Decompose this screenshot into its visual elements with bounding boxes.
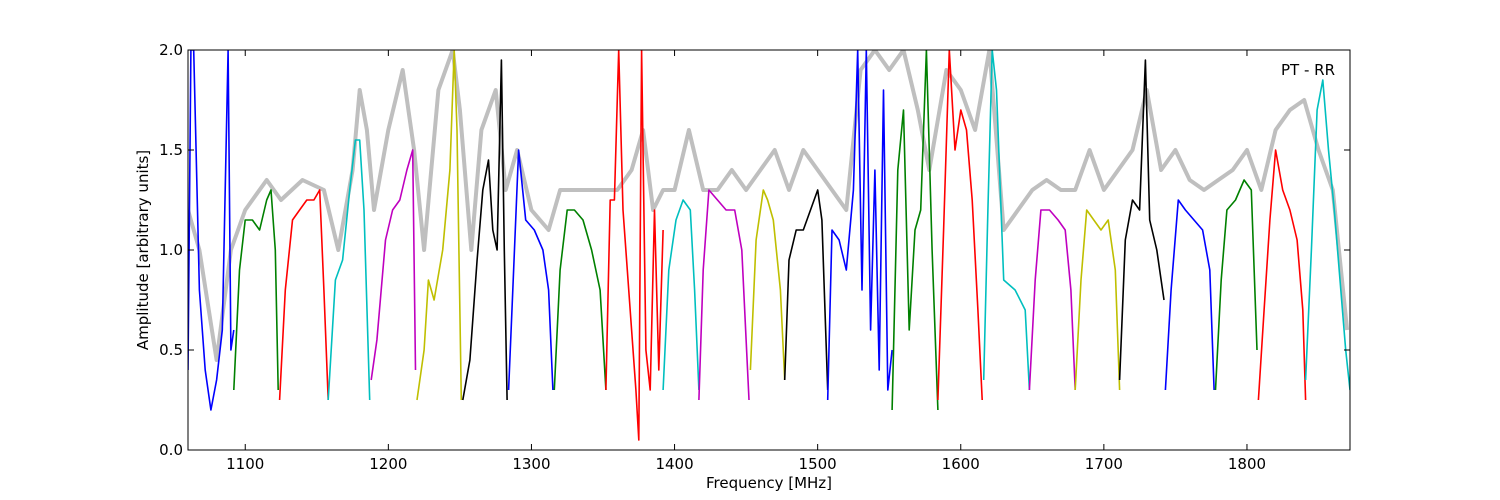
series-line-13 (749, 189, 786, 381)
series-line-8 (507, 149, 554, 391)
y-tick-label: 1.5 (159, 141, 183, 159)
y-tick-label: 2.0 (159, 41, 183, 59)
y-tick-label: 0.0 (159, 441, 183, 459)
series-line-3 (278, 189, 329, 401)
series-line-17 (937, 50, 983, 401)
series-line-12 (698, 189, 750, 401)
x-tick-label: 1800 (1228, 455, 1266, 473)
series-line-16 (891, 50, 939, 411)
series-line-14 (783, 189, 829, 391)
y-tick-label: 0.5 (159, 341, 183, 359)
series-line-5 (370, 149, 417, 381)
y-axis-ticks: 0.0 0.5 1.0 1.5 2.0 (159, 41, 1350, 459)
series-line-10 (605, 50, 664, 441)
x-tick-label: 1600 (942, 455, 980, 473)
x-tick-label: 1500 (799, 455, 837, 473)
series-line-18 (982, 50, 1031, 391)
y-axis-title: Amplitude [arbitrary units] (134, 150, 152, 350)
series-line-22 (1164, 199, 1215, 391)
series-line-1 (188, 50, 235, 411)
series-line-9 (553, 209, 607, 391)
series-line-2 (233, 189, 279, 391)
series-line-6 (416, 50, 463, 401)
series-line-21 (1118, 59, 1165, 381)
x-axis-ticks: 1100 1200 1300 1400 1500 1600 1700 1800 (226, 50, 1266, 473)
x-tick-label: 1100 (226, 455, 264, 473)
y-tick-label: 1.0 (159, 241, 183, 259)
series-line-24 (1257, 149, 1307, 401)
x-tick-label: 1700 (1085, 455, 1123, 473)
series-line-15 (826, 50, 893, 401)
series-line-7 (462, 59, 508, 401)
x-axis-title: Frequency [MHz] (706, 474, 832, 492)
series-layer (188, 50, 1350, 441)
series-line-4 (327, 139, 371, 401)
x-tick-label: 1400 (655, 455, 693, 473)
series-line-25 (1304, 79, 1350, 391)
background-envelope (188, 50, 1350, 362)
x-tick-label: 1200 (369, 455, 407, 473)
series-line-20 (1074, 209, 1121, 391)
series-line-19 (1028, 209, 1076, 391)
series-line-11 (662, 199, 700, 391)
series-line-23 (1214, 179, 1258, 391)
annotation-label: PT - RR (1281, 61, 1335, 79)
background-series-line (188, 50, 1350, 362)
x-tick-label: 1300 (512, 455, 550, 473)
